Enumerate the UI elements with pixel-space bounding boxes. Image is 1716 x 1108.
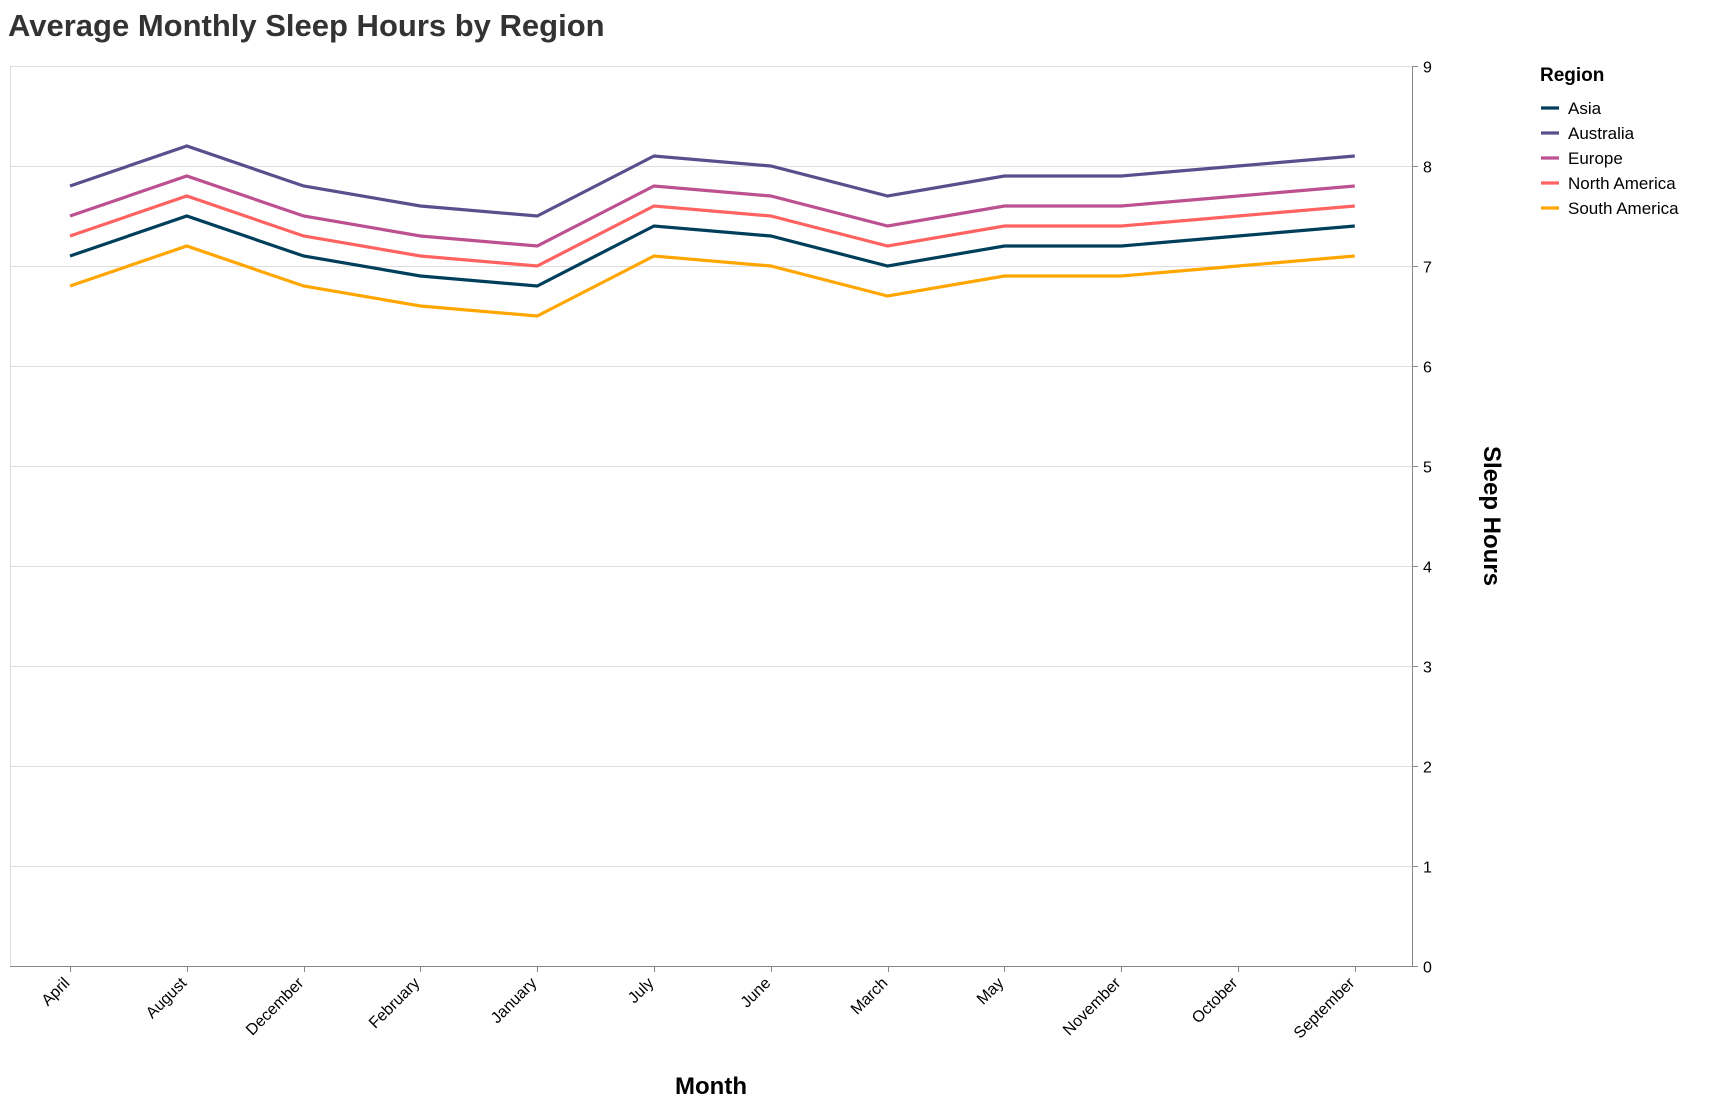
y-tick-label: 1 (1423, 860, 1432, 877)
x-tick-label: March (848, 975, 891, 1018)
legend: Region Asia Australia Europe North America S… (1540, 65, 1679, 218)
x-tick-label: April (39, 975, 74, 1010)
x-tick-label: July (625, 975, 657, 1007)
y-tick-label: 5 (1423, 460, 1432, 477)
series-lines (69, 144, 1355, 318)
y-tick-label: 0 (1423, 960, 1432, 977)
series-line-europe (69, 174, 1355, 248)
legend-title: Region (1540, 65, 1604, 86)
y-tick-label: 2 (1423, 760, 1432, 777)
legend-label: Asia (1568, 99, 1602, 118)
x-tick-label: September (1291, 974, 1359, 1042)
plot-frame (10, 66, 1413, 967)
y-tick-label: 3 (1423, 660, 1432, 677)
x-tick-label: December (243, 974, 308, 1039)
x-axis: April August December February January July Ju… (10, 966, 1412, 1042)
legend-label: South America (1568, 199, 1679, 218)
y-axis-title: Sleep Hours (1478, 446, 1505, 586)
x-tick-label: June (738, 975, 775, 1012)
legend-label: North America (1568, 174, 1676, 193)
grid (10, 66, 1412, 967)
y-axis: 0 1 2 3 4 5 6 7 8 9 (1412, 60, 1432, 977)
chart-title: Average Monthly Sleep Hours by Region (8, 8, 605, 43)
x-tick-label: October (1189, 974, 1242, 1027)
series-line-south-america (69, 244, 1355, 318)
x-tick-label: November (1060, 974, 1125, 1039)
series-line-north-america (69, 194, 1355, 268)
y-tick-label: 4 (1423, 560, 1432, 577)
y-tick-label: 8 (1423, 160, 1432, 177)
series-line-asia (69, 214, 1355, 288)
y-tick-label: 6 (1423, 360, 1432, 377)
legend-label: Australia (1568, 124, 1635, 143)
x-tick-label: January (488, 975, 540, 1027)
x-axis-title: Month (675, 1073, 747, 1100)
x-tick-label: August (143, 974, 191, 1022)
x-tick-label: February (366, 975, 423, 1032)
y-tick-label: 7 (1423, 260, 1432, 277)
series-line-australia (69, 144, 1355, 218)
y-tick-label: 9 (1423, 60, 1432, 77)
x-tick-label: May (974, 975, 1007, 1008)
legend-label: Europe (1568, 149, 1623, 168)
